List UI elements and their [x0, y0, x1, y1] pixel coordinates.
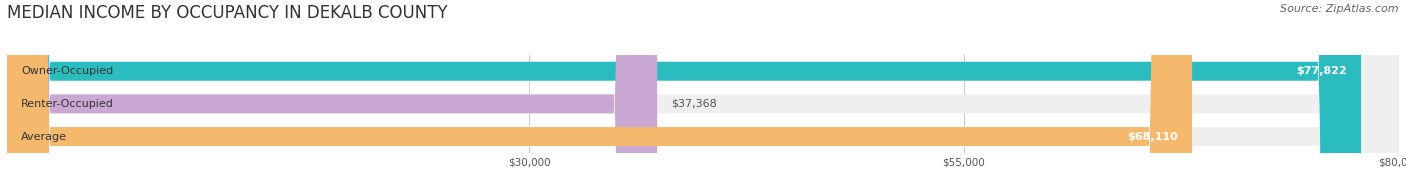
Text: Renter-Occupied: Renter-Occupied [21, 99, 114, 109]
FancyBboxPatch shape [7, 0, 657, 196]
FancyBboxPatch shape [7, 0, 1361, 196]
FancyBboxPatch shape [7, 0, 1192, 196]
Text: $68,110: $68,110 [1128, 132, 1178, 142]
FancyBboxPatch shape [7, 0, 1399, 196]
Text: MEDIAN INCOME BY OCCUPANCY IN DEKALB COUNTY: MEDIAN INCOME BY OCCUPANCY IN DEKALB COU… [7, 4, 447, 22]
Text: $77,822: $77,822 [1296, 66, 1347, 76]
Text: Average: Average [21, 132, 67, 142]
FancyBboxPatch shape [7, 0, 1399, 196]
FancyBboxPatch shape [7, 0, 1399, 196]
Text: Owner-Occupied: Owner-Occupied [21, 66, 114, 76]
Text: $37,368: $37,368 [671, 99, 717, 109]
Text: Source: ZipAtlas.com: Source: ZipAtlas.com [1281, 4, 1399, 14]
